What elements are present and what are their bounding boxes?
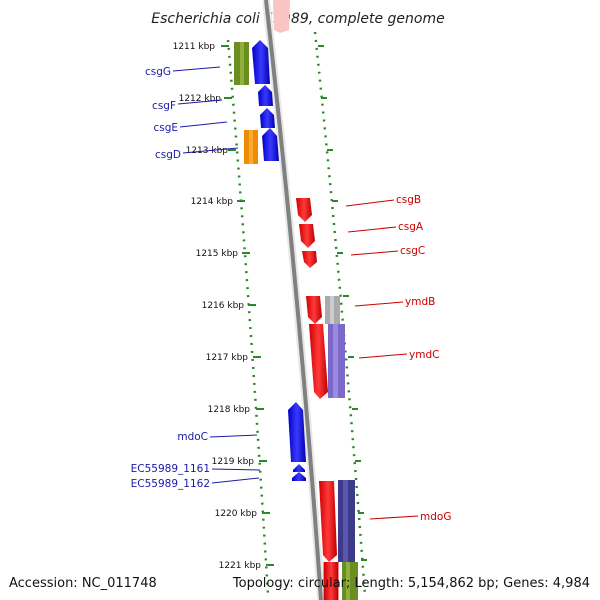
gene-label-ymdB[interactable]: ymdB (405, 296, 435, 308)
gene-csgE (260, 108, 275, 128)
cog-block-pink (273, 0, 290, 33)
forward-genes (252, 40, 306, 481)
gene-csgG (252, 40, 270, 84)
gene-label-csgE[interactable]: csgE (153, 122, 178, 134)
tick-label: 1214 kbp (191, 197, 234, 207)
gene-mdoC (288, 402, 306, 462)
gene-ymdC (309, 324, 328, 399)
map-title: Escherichia coli 55989, complete genome (151, 11, 444, 27)
gene-label-EC55989_1161[interactable]: EC55989_1161 (131, 463, 210, 475)
gene-label-ymdC[interactable]: ymdC (409, 349, 439, 361)
gene-EC55989_1162 (292, 472, 306, 481)
gene-csgF (258, 85, 273, 106)
tick-label: 1215 kbp (196, 249, 239, 259)
tick-label: 1212 kbp (179, 94, 222, 104)
gene-label-csgC[interactable]: csgC (400, 245, 425, 257)
gene-label-csgG[interactable]: csgG (145, 66, 171, 78)
gene-label-EC55989_1162[interactable]: EC55989_1162 (131, 478, 210, 490)
gene-EC55989_1161 (293, 464, 305, 472)
gene-csgA (299, 224, 315, 248)
tick-marks (221, 45, 367, 566)
dotted-track-inner (226, 39, 270, 596)
tick-label: 1211 kbp (173, 42, 216, 52)
gene-ymdB (306, 296, 322, 324)
gene-csgB (296, 198, 312, 222)
tick-label: 1221 kbp (219, 561, 262, 571)
gene-label-mdoG[interactable]: mdoG (420, 511, 451, 523)
gene-mdoG (319, 481, 337, 562)
topology-text: Topology: circular; Length: 5,154,862 bp… (232, 576, 590, 591)
gene-label-csgB[interactable]: csgB (396, 194, 421, 206)
gene-csgC (302, 251, 317, 268)
gene-label-csgF[interactable]: csgF (152, 100, 176, 112)
genome-backbone (262, 0, 325, 600)
tick-label: 1220 kbp (215, 509, 258, 519)
gene-label-csgA[interactable]: csgA (398, 221, 424, 233)
gene-csgD (262, 128, 279, 161)
reverse-genes (296, 198, 338, 600)
reverse-gene-labels (345, 199, 419, 520)
gene-label-mdoC[interactable]: mdoC (177, 431, 208, 443)
gene-label-csgD[interactable]: csgD (155, 149, 181, 161)
tick-labels: 1211 kbp 1212 kbp 1213 kbp 1214 kbp 1215… (173, 42, 262, 571)
tick-label: 1217 kbp (206, 353, 249, 363)
accession-text: Accession: NC_011748 (9, 576, 157, 591)
tick-label: 1218 kbp (208, 405, 251, 415)
tick-label: 1216 kbp (202, 301, 245, 311)
tick-label: 1219 kbp (212, 457, 255, 467)
forward-gene-labels (172, 66, 261, 484)
